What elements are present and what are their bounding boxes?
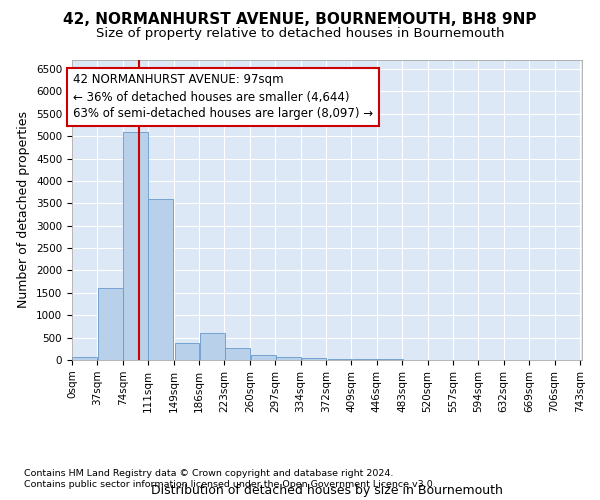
Bar bbox=[276, 356, 301, 360]
Text: Contains HM Land Registry data © Crown copyright and database right 2024.: Contains HM Land Registry data © Crown c… bbox=[24, 468, 394, 477]
Bar bbox=[175, 342, 199, 360]
Bar bbox=[353, 359, 378, 360]
Bar bbox=[148, 199, 173, 360]
Bar bbox=[251, 355, 275, 360]
Text: Contains public sector information licensed under the Open Government Licence v3: Contains public sector information licen… bbox=[24, 480, 436, 489]
Bar bbox=[226, 348, 250, 360]
Bar bbox=[98, 288, 122, 360]
Bar bbox=[72, 358, 97, 360]
Text: 42 NORMANHURST AVENUE: 97sqm
← 36% of detached houses are smaller (4,644)
63% of: 42 NORMANHURST AVENUE: 97sqm ← 36% of de… bbox=[73, 74, 373, 120]
X-axis label: Distribution of detached houses by size in Bournemouth: Distribution of detached houses by size … bbox=[151, 484, 503, 497]
Bar bbox=[328, 358, 352, 360]
Text: Size of property relative to detached houses in Bournemouth: Size of property relative to detached ho… bbox=[96, 28, 504, 40]
Text: 42, NORMANHURST AVENUE, BOURNEMOUTH, BH8 9NP: 42, NORMANHURST AVENUE, BOURNEMOUTH, BH8… bbox=[63, 12, 537, 28]
Bar bbox=[123, 132, 148, 360]
Bar bbox=[200, 333, 225, 360]
Y-axis label: Number of detached properties: Number of detached properties bbox=[17, 112, 31, 308]
Bar bbox=[302, 358, 326, 360]
